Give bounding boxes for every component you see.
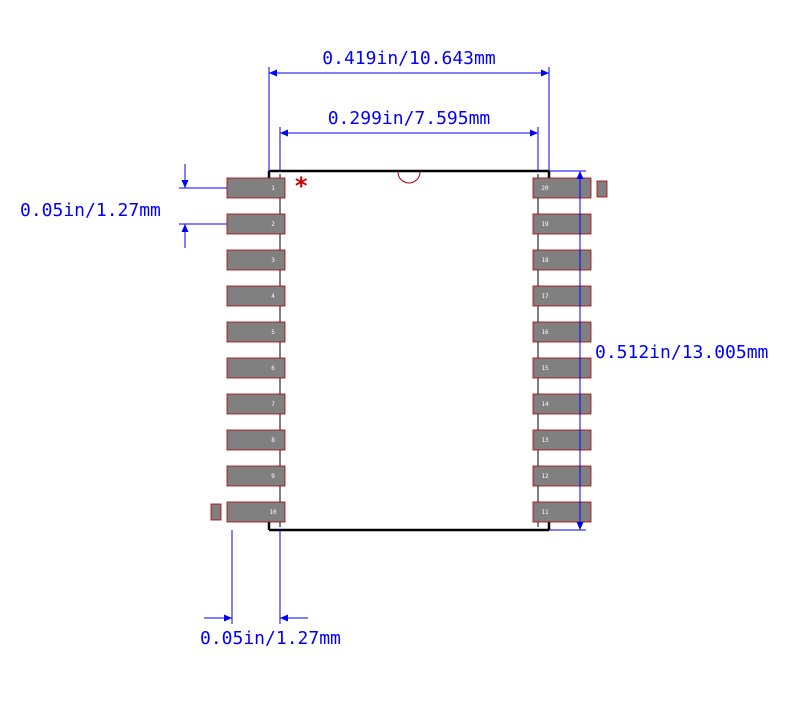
dim-inner-width: 0.299in/7.595mm <box>328 108 491 129</box>
svg-text:18: 18 <box>541 257 549 264</box>
dim-overall-width: 0.419in/10.643mm <box>322 48 495 69</box>
pin-pad <box>227 466 285 486</box>
svg-text:6: 6 <box>271 365 275 372</box>
svg-text:9: 9 <box>271 473 275 480</box>
pin-pad <box>227 286 285 306</box>
pin1-marker: * <box>294 172 308 200</box>
svg-text:13: 13 <box>541 437 549 444</box>
svg-text:4: 4 <box>271 293 275 300</box>
dim-pitch: 0.05in/1.27mm <box>20 200 161 221</box>
pin-pad <box>227 178 285 198</box>
svg-text:16: 16 <box>541 329 549 336</box>
svg-text:2: 2 <box>271 221 275 228</box>
svg-text:15: 15 <box>541 365 549 372</box>
svg-text:20: 20 <box>541 185 549 192</box>
pin-pad <box>227 250 285 270</box>
svg-text:19: 19 <box>541 221 549 228</box>
svg-text:14: 14 <box>541 401 549 408</box>
svg-text:11: 11 <box>541 509 549 516</box>
pin-pad <box>227 358 285 378</box>
svg-text:1: 1 <box>271 185 275 192</box>
pin-pad <box>227 430 285 450</box>
svg-text:3: 3 <box>271 257 275 264</box>
dim-pad-width: 0.05in/1.27mm <box>200 628 341 649</box>
svg-text:10: 10 <box>269 509 277 516</box>
svg-text:12: 12 <box>541 473 549 480</box>
svg-text:7: 7 <box>271 401 275 408</box>
svg-text:5: 5 <box>271 329 275 336</box>
pin-pad <box>227 214 285 234</box>
svg-text:8: 8 <box>271 437 275 444</box>
footprint-diagram: 1234567891020191817161514131211*0.419in/… <box>0 0 800 721</box>
pin-pad <box>227 322 285 342</box>
pin-pad <box>227 394 285 414</box>
dim-height: 0.512in/13.005mm <box>595 342 768 363</box>
svg-text:17: 17 <box>541 293 549 300</box>
